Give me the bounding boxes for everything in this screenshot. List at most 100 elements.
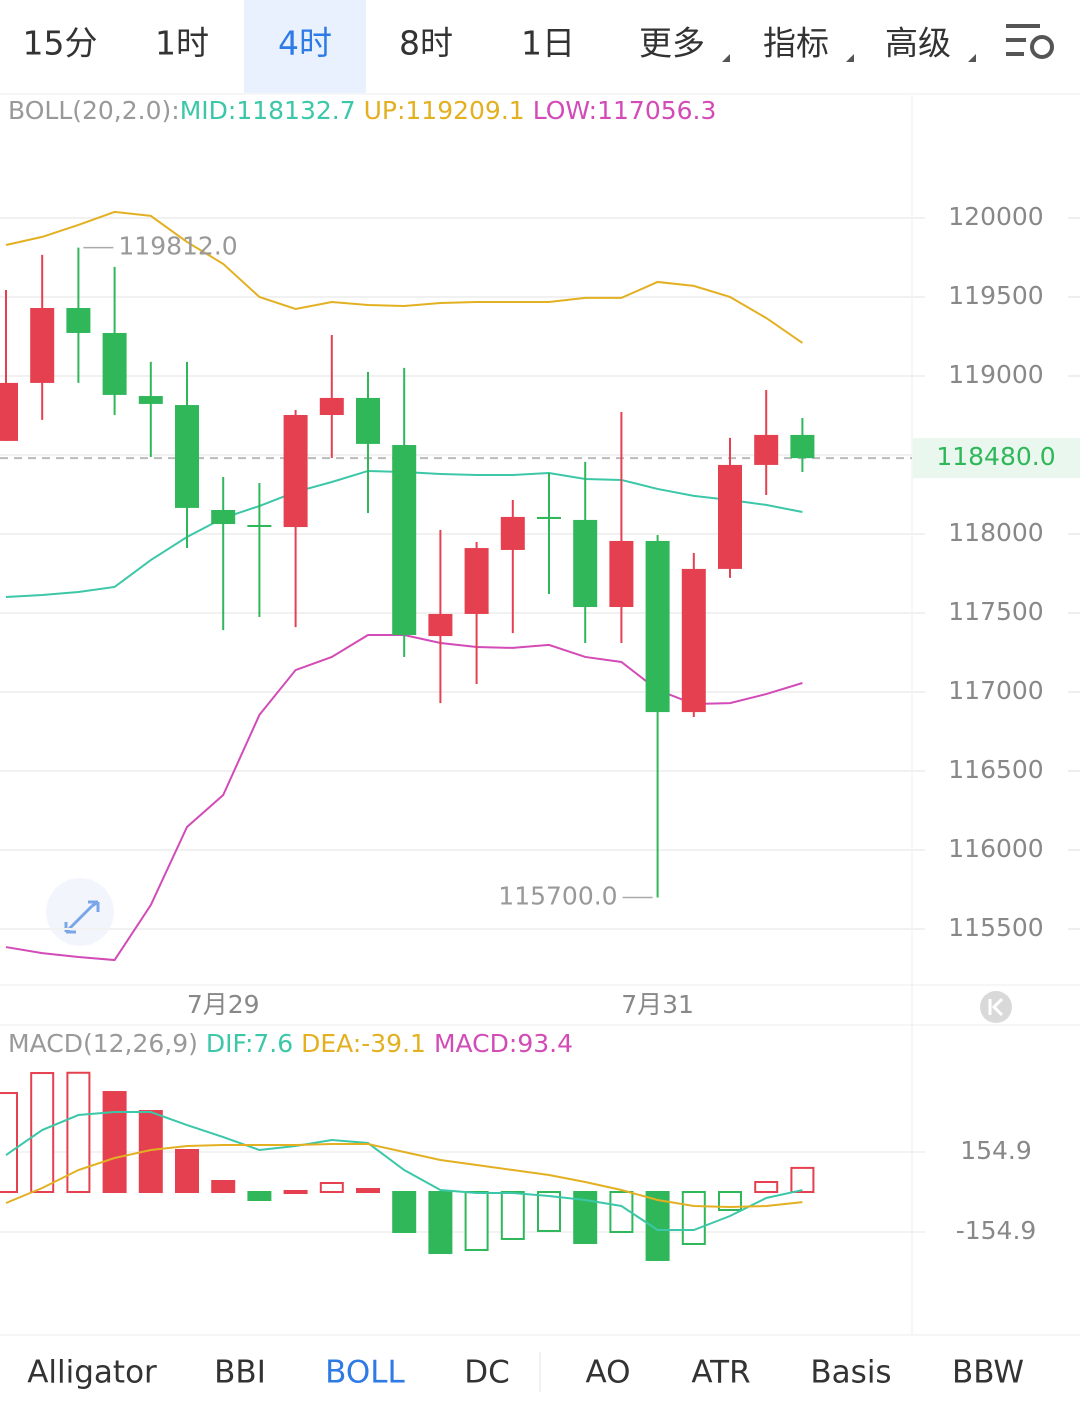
indicator-tab[interactable]: AO [585, 1355, 630, 1391]
tab[interactable]: 8时 [399, 24, 453, 63]
macd-bar [681, 1191, 706, 1245]
macd-bar [283, 1189, 308, 1194]
legend-title: BOLL(20,2.0): [8, 96, 180, 125]
y-tick-label: 154.9 [960, 1136, 1032, 1165]
tab[interactable]: 4时 [278, 24, 332, 63]
y-tick-label: 115500 [948, 913, 1043, 942]
candle-body [175, 405, 199, 508]
y-tick-label: 120000 [948, 202, 1043, 231]
legend-title: MACD(12,26,9) [8, 1029, 198, 1058]
tab[interactable]: 高级 [885, 24, 951, 63]
macd-bar [645, 1191, 670, 1261]
candle-body [356, 397, 380, 444]
candle-body [537, 516, 561, 519]
bollinger-line [5, 210, 803, 344]
candle-body [319, 397, 344, 416]
indicator-tab[interactable]: BOLL [325, 1355, 405, 1391]
candle-body [283, 415, 308, 528]
indicator-tab[interactable]: BBW [952, 1355, 1024, 1391]
legend-entry: MID:118132.7 [180, 96, 356, 125]
tab[interactable]: 指标 [763, 24, 829, 63]
indicator-tab[interactable]: ATR [691, 1355, 750, 1391]
scroll-latest-button[interactable] [980, 991, 1012, 1023]
indicator-tab[interactable]: Alligator [27, 1355, 157, 1391]
candle-body [609, 540, 634, 608]
macd-bar [102, 1091, 127, 1194]
y-tick-label: 116000 [948, 834, 1043, 863]
candle-body [718, 464, 742, 569]
candle-body [0, 382, 18, 441]
macd-bar [247, 1191, 272, 1202]
macd-bar [609, 1191, 634, 1233]
macd-bar [0, 1092, 18, 1194]
candle-body [102, 332, 127, 395]
tab[interactable]: 更多 [639, 24, 705, 63]
y-tick-label: 117000 [948, 676, 1043, 705]
last-price-box [913, 438, 1080, 479]
macd-bar [718, 1191, 742, 1211]
y-tick-label: 117500 [948, 597, 1043, 626]
legend-entry: LOW:117056.3 [533, 96, 717, 125]
legend: MACD(12,26,9) DIF:7.6 DEA:-39.1 MACD:93.4 [8, 1029, 573, 1058]
candle-body [211, 509, 236, 525]
last-price-label: 118480.0 [936, 442, 1055, 471]
y-tick-label: 116500 [948, 755, 1043, 784]
x-tick-label: 7月31 [621, 990, 694, 1019]
candle-body [790, 434, 815, 459]
dropdown-arrow [722, 54, 730, 62]
macd-bar [175, 1149, 199, 1194]
macd-bar [30, 1072, 55, 1194]
macd-bar [573, 1191, 598, 1244]
legend-entry: MACD:93.4 [434, 1029, 573, 1058]
candle-body [464, 548, 489, 614]
macd-bar [319, 1181, 344, 1194]
tab-highlight [244, 0, 366, 93]
tab[interactable]: 1日 [521, 24, 575, 63]
indicator-tab[interactable]: Basis [810, 1355, 891, 1391]
candle-body [645, 540, 670, 713]
macd-bar [790, 1166, 815, 1194]
macd-line [5, 1111, 803, 1231]
settings-icon[interactable] [1006, 24, 1054, 59]
candle-body [392, 445, 417, 635]
expand-button[interactable] [46, 878, 114, 946]
macd-bar [392, 1191, 417, 1233]
y-tick-label: -154.9 [956, 1216, 1037, 1245]
candle-body [754, 434, 779, 465]
candle-body [428, 613, 453, 637]
macd-bar [211, 1180, 236, 1194]
y-tick-label: 119000 [948, 360, 1043, 389]
y-tick-label: 118000 [948, 518, 1043, 547]
candle-body [30, 308, 55, 383]
indicator-tab[interactable]: BBI [214, 1355, 266, 1391]
y-tick-label: 119500 [948, 281, 1043, 310]
legend-entry: UP:119209.1 [364, 96, 525, 125]
panels [0, 93, 1080, 1392]
macd-bar [537, 1191, 561, 1232]
candle-body [573, 519, 598, 608]
candle-body [66, 308, 91, 333]
indicator-tab[interactable]: DC [464, 1355, 510, 1391]
macd-bar [356, 1188, 380, 1194]
x-tick-label: 7月29 [187, 990, 260, 1019]
tab[interactable]: 15分 [23, 24, 98, 63]
dropdown-arrow [846, 54, 854, 62]
legend-entry: DIF:7.6 [206, 1029, 293, 1058]
macd-bar [464, 1191, 489, 1251]
candle-body [247, 524, 272, 527]
candle-body [138, 396, 163, 404]
macd-line [5, 1143, 803, 1208]
candle-body [500, 516, 525, 550]
annotation-label: 119812.0 [118, 232, 237, 261]
macd-bar [754, 1181, 779, 1194]
tab[interactable]: 1时 [155, 24, 209, 63]
annotation-label: 115700.0 [498, 881, 617, 910]
macd-bar [500, 1191, 525, 1240]
legend: BOLL(20,2.0):MID:118132.7 UP:119209.1 LOW:… [8, 96, 716, 125]
macd-bar [66, 1071, 91, 1194]
legend-entry: DEA:-39.1 [301, 1029, 426, 1058]
dropdown-arrow [968, 54, 976, 62]
candle-body [681, 568, 706, 713]
macd-bar [428, 1191, 453, 1254]
